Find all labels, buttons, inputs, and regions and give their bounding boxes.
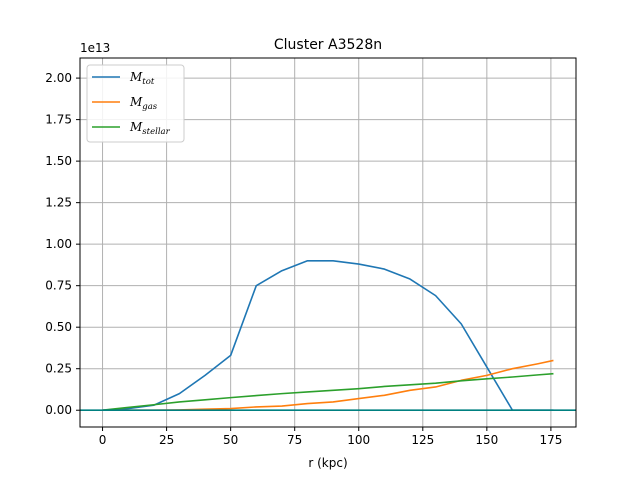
y-tick-label: 1.00 <box>45 237 72 251</box>
plot-series <box>80 259 576 412</box>
x-tick-label: 125 <box>411 433 434 447</box>
x-tick-label: 75 <box>287 433 302 447</box>
y-axis: 0.00 0.25 0.50 0.75 1.00 1.25 1.50 1.75 2.00 <box>45 71 80 417</box>
y-tick-label: 1.75 <box>45 113 72 127</box>
x-axis-label: r (kpc) <box>308 456 347 470</box>
chart-title: Cluster A3528n <box>274 37 382 53</box>
y-tick-label: 0.00 <box>45 403 72 417</box>
y-tick-label: 1.25 <box>45 196 72 210</box>
y-tick-label: 0.50 <box>45 320 72 334</box>
x-tick-label: 150 <box>475 433 498 447</box>
y-tick-label: 2.00 <box>45 71 72 85</box>
series-line-m-stellar <box>102 372 554 412</box>
y-tick-label: 1.50 <box>45 154 72 168</box>
y-tick-label: 0.75 <box>45 279 72 293</box>
plot-frame <box>79 57 577 428</box>
legend-box <box>86 64 185 143</box>
x-axis: 0 25 50 75 100 125 150 175 <box>99 427 562 447</box>
x-tick-label: 25 <box>159 433 174 447</box>
x-tick-label: 50 <box>223 433 238 447</box>
y-offset-text: 1e13 <box>80 41 110 55</box>
x-tick-label: 100 <box>347 433 370 447</box>
x-tick-label: 175 <box>539 433 562 447</box>
series-line-m-tot <box>102 259 554 412</box>
x-tick-label: 0 <box>99 433 107 447</box>
y-tick-label: 0.25 <box>45 362 72 376</box>
